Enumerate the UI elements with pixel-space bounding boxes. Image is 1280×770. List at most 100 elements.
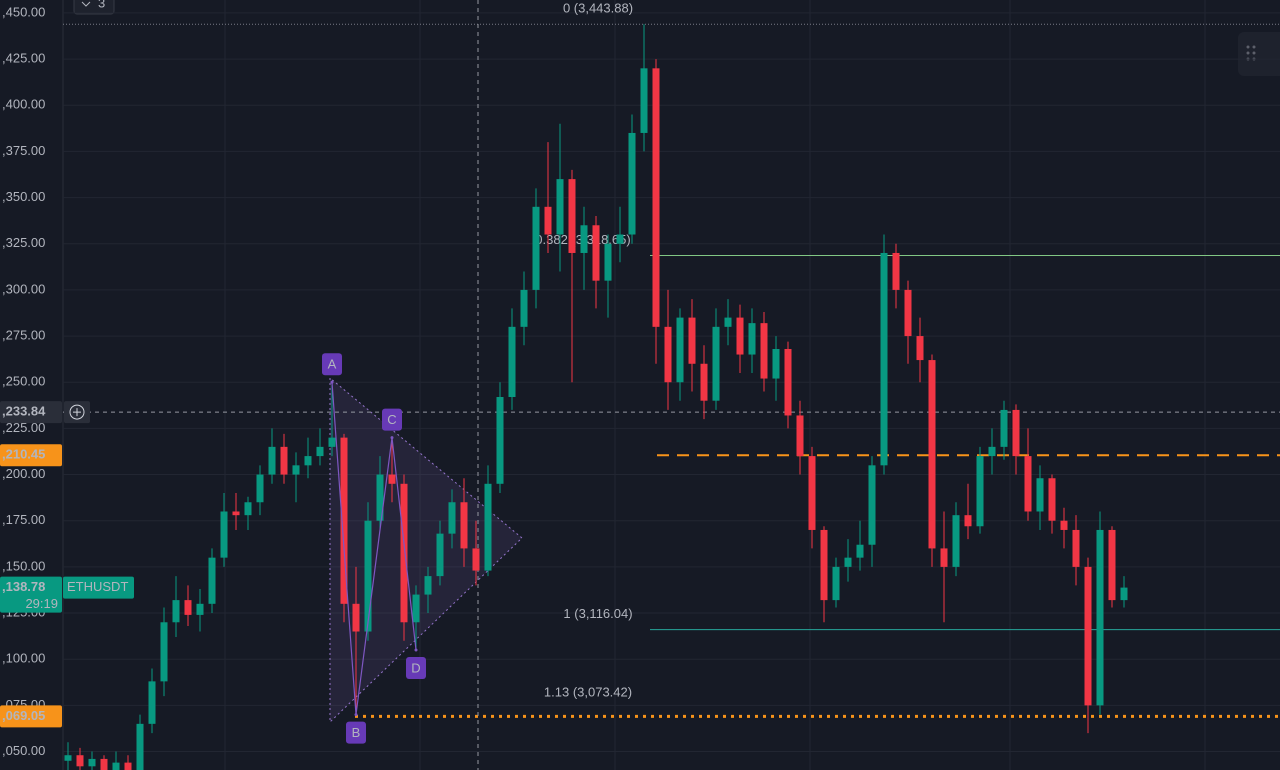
candle-body [916, 336, 924, 361]
candle-body [136, 723, 144, 770]
candle-body [304, 456, 312, 466]
candle-body [880, 252, 888, 466]
candle-body [424, 576, 432, 595]
candle-body [196, 603, 204, 615]
candle-body [940, 548, 948, 567]
pattern-label-box [382, 408, 402, 431]
symbol-label: ETHUSDT [67, 579, 128, 594]
candle-body [1120, 587, 1128, 601]
candle-body [832, 566, 840, 601]
pattern-point [330, 380, 334, 384]
candle-body [784, 348, 792, 416]
candle-body [448, 502, 456, 534]
candle-body [268, 446, 276, 475]
candle-body [112, 762, 120, 770]
pattern-label: A [328, 357, 337, 372]
candle-body [580, 225, 588, 253]
candle-body [88, 758, 96, 767]
candle-body [400, 483, 408, 623]
candle-body [976, 456, 984, 527]
candle-body [496, 397, 504, 484]
candle-body [388, 474, 396, 484]
candle-body [808, 456, 816, 530]
price-tag-label: ,233.84 [2, 404, 46, 419]
y-tick-label: ,050.00 [2, 743, 45, 758]
candle-body [688, 317, 696, 364]
candle-body [772, 348, 780, 379]
candle-body [1096, 529, 1104, 706]
candle-body [1012, 409, 1020, 457]
candle-body [988, 446, 996, 457]
candle-body [712, 326, 720, 401]
candle-body [256, 474, 264, 503]
candle-body [412, 594, 420, 623]
candle-body [1072, 529, 1080, 567]
y-tick-label: ,175.00 [2, 512, 45, 527]
add-alert-button[interactable] [64, 401, 90, 424]
candle-body [604, 243, 612, 281]
candle-body [844, 557, 852, 567]
candle-body [928, 360, 936, 549]
candle-body [148, 681, 156, 724]
candle-body [724, 317, 732, 327]
toolbar-badge[interactable]: 3 [73, 0, 115, 15]
candle-body [184, 600, 192, 615]
candle-body [820, 529, 828, 601]
candle-body [172, 600, 180, 623]
countdown: 29:19 [25, 596, 58, 611]
pattern-label: B [352, 725, 361, 740]
candle-body [376, 474, 384, 521]
candle-body [1108, 529, 1116, 601]
candle-body [532, 206, 540, 290]
candle-body [700, 363, 708, 401]
candle-body [352, 603, 360, 632]
y-tick-label: ,325.00 [2, 235, 45, 250]
y-tick-label: ,275.00 [2, 328, 45, 343]
fib-label: 1 (3,116.04) [563, 606, 632, 621]
candle-body [544, 206, 552, 235]
candle-body [736, 317, 744, 355]
candle-body [868, 465, 876, 545]
candle-body [472, 548, 480, 571]
pattern-point [414, 648, 418, 652]
pattern-label: C [387, 412, 396, 427]
candle-body [316, 446, 324, 457]
candle-body [556, 179, 564, 235]
candle-body [964, 515, 972, 527]
candle-body [220, 511, 228, 558]
candle-body [244, 502, 252, 516]
vertical-grid [224, 0, 1206, 770]
badge-count: 3 [98, 0, 105, 10]
fib-label: 0 (3,443.88) [563, 1, 633, 16]
drag-handle[interactable] [1238, 32, 1280, 76]
candle-body [280, 446, 288, 475]
candle-body [1048, 478, 1056, 521]
price-tag [0, 705, 62, 728]
price-tag [0, 444, 62, 467]
symbol-tag [63, 576, 134, 599]
fib-label: 1.13 (3,073.42) [544, 685, 632, 700]
y-tick-label: ,300.00 [2, 281, 45, 296]
candle-body [520, 289, 528, 327]
candle-body [208, 557, 216, 604]
candle-body [100, 758, 108, 770]
candle-body [364, 520, 372, 632]
candle-body [328, 437, 336, 447]
price-tag-label: ,210.45 [2, 447, 45, 462]
price-tag [0, 576, 62, 613]
candle-body [64, 755, 72, 761]
y-tick-label: ,400.00 [2, 97, 45, 112]
pattern-label-box [346, 721, 366, 744]
price-tag [0, 401, 62, 424]
candle-body [1024, 456, 1032, 512]
candle-body [652, 68, 660, 327]
y-tick-label: ,250.00 [2, 374, 45, 389]
candle-body [676, 317, 684, 383]
candle-body [640, 68, 648, 133]
candle-body [616, 234, 624, 244]
y-tick-label: ,350.00 [2, 189, 45, 204]
candle-body [856, 544, 864, 558]
candle-body [748, 323, 756, 355]
